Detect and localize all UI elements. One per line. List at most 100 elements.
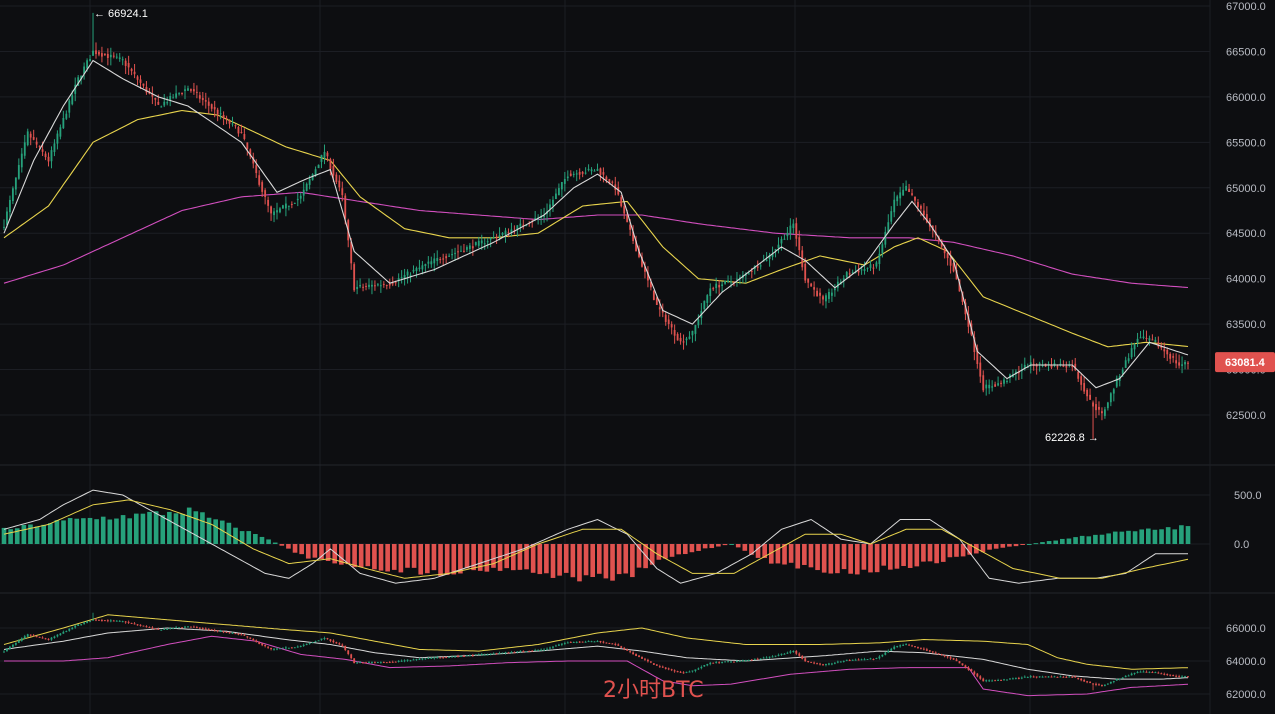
candle [783,234,786,240]
candle-body [433,258,436,264]
boll-candle-body [492,653,495,655]
boll-candle [575,641,578,644]
boll-candle-body [563,642,566,644]
boll-candle-body [409,660,412,662]
boll-candle-body [403,660,406,662]
boll-candle [279,648,281,650]
boll-candle-body [661,666,664,668]
boll-candle-body [1009,678,1011,680]
macd-bar [676,544,681,555]
boll-candle [124,620,127,624]
macd-bar [788,544,794,563]
boll-candle-body [198,627,201,629]
candle-body [290,203,293,205]
candle [1086,388,1089,402]
boll-candle-body [537,649,540,651]
candle [1178,354,1181,369]
boll-candle-body [480,654,483,656]
boll-candle [1047,676,1050,678]
candle [335,172,338,185]
boll-candle [860,658,863,661]
boll-candle-body [842,660,845,662]
macd-bar [1139,529,1145,544]
boll-candle [985,679,988,683]
macd-bar [385,544,390,572]
candle [457,244,459,260]
boll-candle [786,651,789,655]
boll-candle [175,625,178,629]
macd-bar [107,519,113,544]
boll-candle-body [967,667,970,670]
candle-body [139,79,142,83]
boll-candle-body [308,642,311,644]
macd-bar [828,544,834,574]
boll-candle [356,661,359,664]
candle [902,183,905,196]
boll-candle [667,667,670,671]
candle-body [439,259,442,261]
boll-candle-body [124,621,127,623]
candle-body [207,101,210,106]
candle-body [1006,380,1008,382]
boll-candle [439,657,442,659]
boll-candle-body [783,653,786,655]
candle-body [647,272,649,281]
macd-bar [702,544,708,549]
candle-body [47,156,50,162]
candle-body [121,59,124,61]
boll-candle [768,656,771,659]
candle-body [356,286,359,290]
boll-candle [673,669,676,673]
boll-candle-body [857,659,860,661]
boll-candle-body [854,659,857,661]
candle [810,282,813,287]
candle-body [694,325,697,334]
macd-bar [497,544,503,571]
boll-candle-body [201,628,204,630]
candle-body [62,118,65,129]
boll-candle [691,670,694,673]
candle [163,94,166,108]
candle-body [41,149,44,152]
boll-candle-body [964,665,967,668]
current-price-label: 63081.4 [1225,357,1266,369]
macd-panel[interactable] [1,489,1191,584]
candle [997,376,1000,387]
price-tick-7: 63500.0 [1226,319,1266,331]
macd-bar [795,544,801,569]
bollinger-panel[interactable] [3,612,1189,697]
macd-bar [372,544,377,570]
boll-candle [599,640,602,644]
candle-body [905,185,908,191]
candle [184,85,186,100]
macd-bar [570,544,576,578]
boll-candle-body [59,633,62,636]
candle-body [569,173,572,176]
boll-candle [1089,680,1091,684]
boll-candle [14,642,17,646]
candle-body [845,272,848,278]
macd-bar [312,544,318,558]
candle-body [234,125,237,127]
boll-candle [1181,675,1183,679]
boll-candle [679,670,682,673]
boll-candle [258,641,261,645]
boll-candle [902,643,905,646]
candle [495,233,498,244]
boll-candle [934,651,937,655]
boll-candle-body [477,654,480,656]
macd-bar [967,544,973,555]
candle [830,288,833,302]
boll-candle-body [801,655,804,659]
price-panel[interactable] [3,12,1189,440]
boll-candle-body [317,640,320,642]
boll-candle [836,660,839,664]
price-tick-6: 64000.0 [1226,274,1266,286]
boll-candle-body [608,642,611,644]
candle [1154,336,1157,343]
candle-body [1023,364,1026,369]
macd-bar [305,544,311,559]
macd-bar [808,544,814,568]
boll-candle [231,631,234,634]
